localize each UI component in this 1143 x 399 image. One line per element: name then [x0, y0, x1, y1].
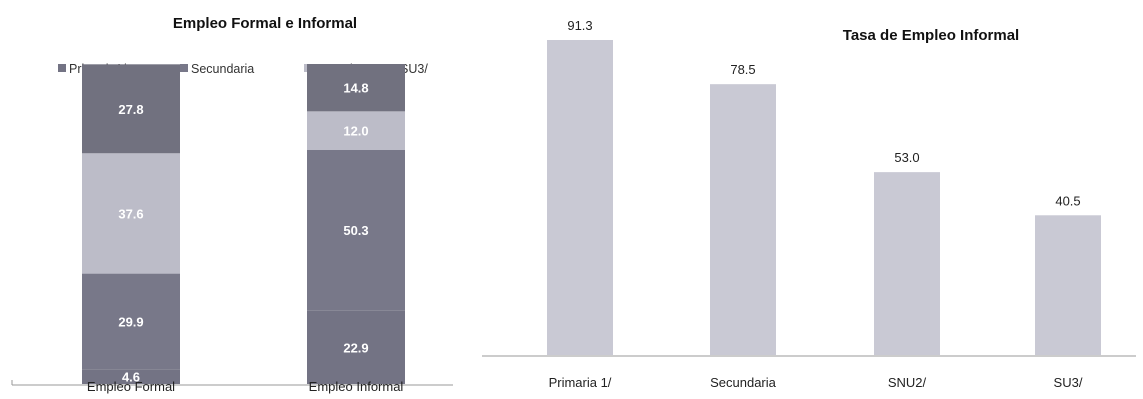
category-label: Primaria 1/ — [549, 375, 612, 390]
category-label: SNU2/ — [888, 375, 927, 390]
segment-label: 12.0 — [343, 124, 368, 139]
stack-segment-empleo-formal-1 — [82, 273, 180, 370]
right-chart: Tasa de Empleo Informal 91.3 78.5 53.0 40.5… — [482, 18, 1136, 390]
right-category-labels: Primaria 1/Secundaria SNU2/SU3/ — [549, 375, 1083, 390]
segment-label: 29.9 — [118, 314, 143, 329]
legend-swatch — [58, 64, 66, 72]
segment-label: 37.6 — [118, 206, 143, 221]
value-label: 40.5 — [1055, 193, 1080, 208]
left-segment-labels: 4.6 29.9 37.6 27.8 22.9 50.3 12.0 14.8 — [118, 81, 368, 385]
segment-label: 27.8 — [118, 102, 143, 117]
category-label: SU3/ — [1054, 375, 1083, 390]
left-chart-title: Empleo Formal e Informal — [173, 15, 357, 32]
segment-label: 50.3 — [343, 223, 368, 238]
bar-secundaria — [710, 84, 776, 355]
left-bars — [82, 64, 405, 384]
value-label: 53.0 — [894, 150, 919, 165]
stack-segment-empleo-formal-0 — [82, 369, 180, 384]
segment-label: 4.6 — [122, 370, 140, 385]
right-value-labels: 91.3 78.5 53.0 40.5 — [567, 18, 1080, 208]
legend-label: Secundaria — [191, 62, 254, 76]
category-label: Secundaria — [710, 375, 777, 390]
right-bars — [547, 40, 1101, 355]
stack-segment-empleo-informal-1 — [307, 149, 405, 311]
category-label: Empleo Informal — [309, 379, 404, 394]
left-chart: Empleo Formal e Informal Primaria1/Secun… — [11, 15, 453, 394]
stack-segment-empleo-informal-0 — [307, 310, 405, 384]
legend-swatch — [180, 64, 188, 72]
right-chart-title: Tasa de Empleo Informal — [843, 27, 1019, 44]
value-label: 91.3 — [567, 18, 592, 33]
segment-label: 22.9 — [343, 340, 368, 355]
bar-snu2- — [874, 172, 940, 355]
stack-segment-empleo-formal-2 — [82, 153, 180, 274]
stack-segment-empleo-informal-3 — [307, 64, 405, 112]
category-label: Empleo Formal — [87, 379, 175, 394]
segment-label: 14.8 — [343, 81, 368, 96]
legend-label: SU3/ — [400, 62, 428, 76]
left-category-labels: Empleo Formal Empleo Informal — [87, 379, 404, 394]
stack-segment-empleo-formal-3 — [82, 64, 180, 154]
bar-su3- — [1035, 215, 1101, 355]
bar-primaria-1- — [547, 40, 613, 355]
value-label: 78.5 — [730, 62, 755, 77]
stack-segment-empleo-informal-2 — [307, 111, 405, 150]
